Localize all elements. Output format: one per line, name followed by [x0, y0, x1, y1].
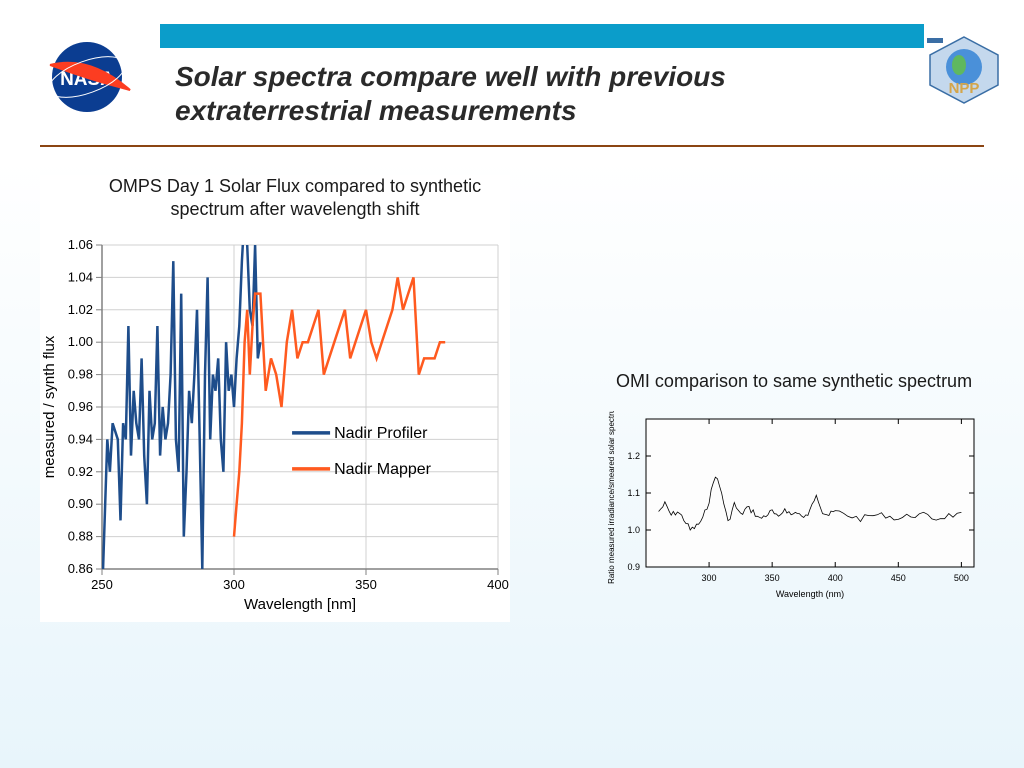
- svg-text:0.92: 0.92: [68, 464, 93, 479]
- svg-text:0.88: 0.88: [68, 528, 93, 543]
- svg-text:300: 300: [223, 577, 245, 592]
- header-divider: [40, 145, 984, 147]
- omps-chart: 250 300 350 400 0.86 0.88 0.90 0.92 0.94 0.96 0.98…: [40, 237, 510, 617]
- omps-chart-panel: OMPS Day 1 Solar Flux compared to synthe…: [40, 175, 510, 622]
- slide-title: Solar spectra compare well with previous…: [175, 60, 726, 127]
- svg-text:300: 300: [702, 573, 717, 583]
- svg-text:0.98: 0.98: [68, 366, 93, 381]
- svg-text:1.1: 1.1: [627, 488, 640, 498]
- svg-text:350: 350: [765, 573, 780, 583]
- svg-text:Nadir Mapper: Nadir Mapper: [334, 461, 432, 478]
- title-line-2: extraterrestrial measurements: [175, 95, 577, 126]
- svg-text:450: 450: [891, 573, 906, 583]
- svg-text:250: 250: [91, 577, 113, 592]
- svg-text:NPP: NPP: [949, 80, 980, 97]
- svg-text:400: 400: [487, 577, 509, 592]
- omps-chart-title: OMPS Day 1 Solar Flux compared to synthe…: [100, 175, 490, 222]
- slide-header: NASA NPP Solar spectra compare well with…: [0, 0, 1024, 160]
- svg-text:400: 400: [828, 573, 843, 583]
- nasa-logo-icon: NASA: [40, 35, 135, 115]
- svg-text:Ratio measured irradiance/smea: Ratio measured irradiance/smeared solar …: [607, 411, 616, 584]
- omi-chart: 300 350 400 450 500 0.9 1.0 1.1 1.2 Wavelength (n…: [604, 411, 984, 601]
- svg-text:350: 350: [355, 577, 377, 592]
- svg-text:1.2: 1.2: [627, 451, 640, 461]
- header-blue-bar: [160, 24, 924, 48]
- svg-text:1.00: 1.00: [68, 334, 93, 349]
- svg-text:1.0: 1.0: [627, 525, 640, 535]
- svg-text:0.90: 0.90: [68, 496, 93, 511]
- svg-text:1.04: 1.04: [68, 269, 93, 284]
- title-line-1: Solar spectra compare well with previous: [175, 61, 726, 92]
- omi-chart-panel: OMI comparison to same synthetic spectru…: [604, 370, 984, 606]
- omi-chart-title: OMI comparison to same synthetic spectru…: [604, 370, 984, 393]
- svg-text:Wavelength (nm): Wavelength (nm): [776, 589, 844, 599]
- svg-text:0.9: 0.9: [627, 562, 640, 572]
- svg-text:0.86: 0.86: [68, 561, 93, 576]
- svg-text:Nadir Profiler: Nadir Profiler: [334, 425, 428, 442]
- svg-text:measured / synth flux: measured / synth flux: [41, 335, 58, 478]
- svg-text:Wavelength [nm]: Wavelength [nm]: [244, 596, 356, 613]
- svg-text:500: 500: [954, 573, 969, 583]
- svg-text:1.06: 1.06: [68, 237, 93, 252]
- svg-text:0.94: 0.94: [68, 431, 93, 446]
- npp-logo-icon: NPP: [924, 35, 1004, 105]
- svg-text:1.02: 1.02: [68, 302, 93, 317]
- svg-text:0.96: 0.96: [68, 399, 93, 414]
